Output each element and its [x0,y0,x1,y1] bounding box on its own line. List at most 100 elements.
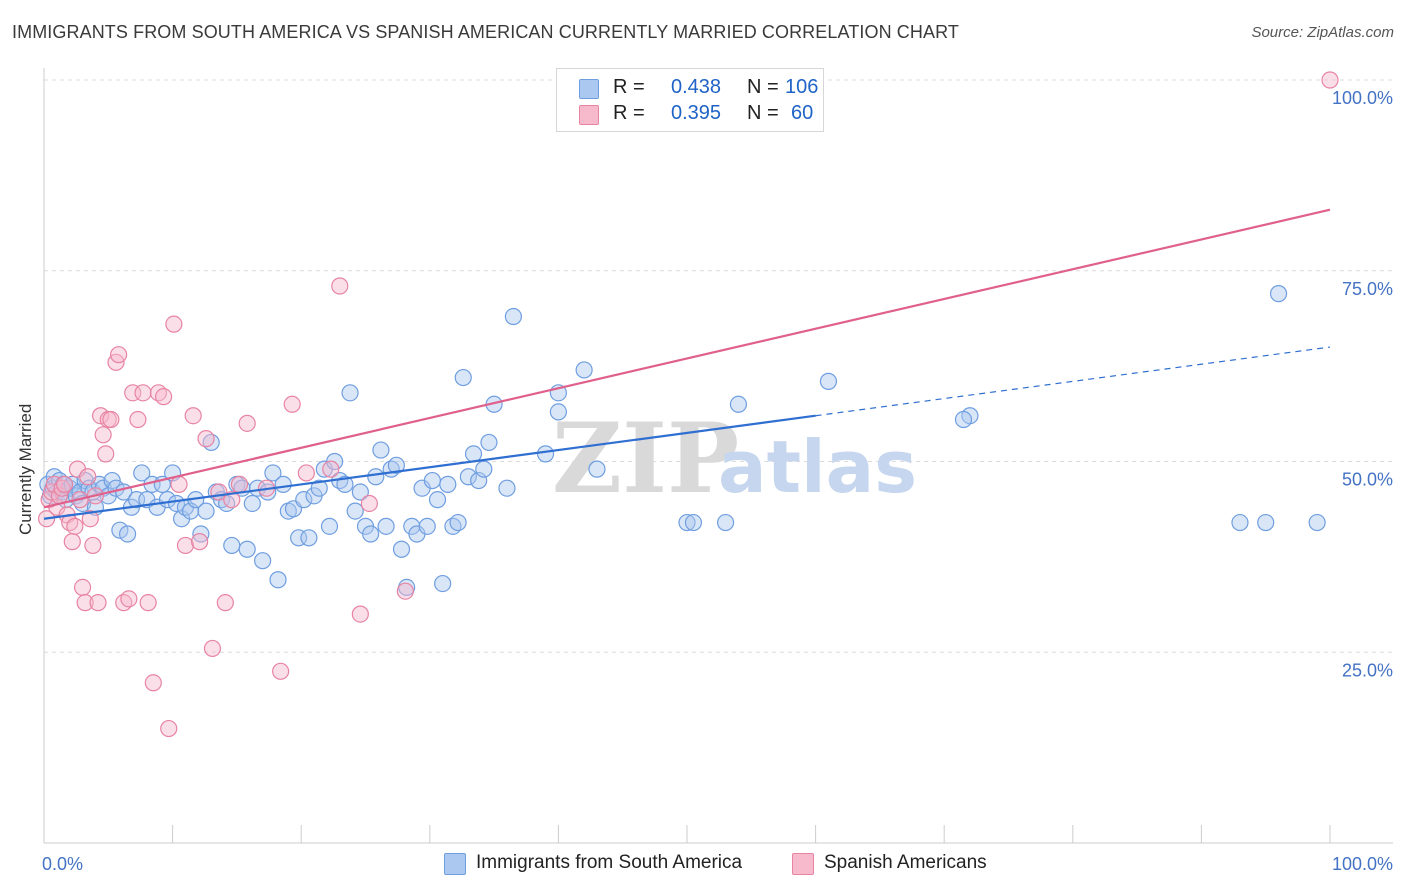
data-point [1257,513,1275,532]
data-point [223,491,241,509]
data-point [274,475,292,493]
data-point [66,517,84,535]
data-point [536,445,555,463]
data-point [300,529,318,547]
data-point [120,590,138,608]
data-point [367,468,385,486]
data-point [434,574,452,593]
data-point [203,639,222,658]
data-point [170,475,188,493]
data-point [109,346,128,364]
data-point [310,479,328,497]
legend-r-label: R = [613,102,645,124]
data-point [1269,285,1288,303]
data-point [264,464,282,482]
data-point [76,594,94,612]
x-tick-label: 100.0% [1332,854,1393,874]
legend-r-value: 0.438 [671,76,722,98]
y-tick-label: 25.0% [1342,660,1393,680]
data-point [954,410,973,429]
data-point [243,494,261,513]
data-point [439,475,457,493]
data-point [197,430,215,448]
legend-swatch-south-america [579,79,599,99]
legend-n-label: N = [747,76,779,98]
watermark-zip: ZIP [552,402,739,515]
data-point [223,536,241,555]
legend-r-value: 0.395 [671,102,722,124]
x-tick-label: 0.0% [42,854,83,874]
data-point [341,384,359,402]
data-point [684,513,703,532]
data-point [418,517,436,535]
data-point [1231,513,1249,532]
data-point [94,426,112,444]
data-point [89,594,107,612]
axes [43,68,1393,844]
data-point [79,468,97,486]
data-point [480,433,498,452]
data-point [238,414,256,432]
watermark: ZIP atlas [552,402,917,515]
watermark-atlas: atlas [718,425,917,509]
legend-swatch-spanish-americans [579,105,599,125]
data-point [254,552,272,570]
bottom-legend-swatch-spanish-americans [792,853,814,875]
data-point [449,513,467,532]
data-point [102,410,120,429]
data-point [297,464,315,482]
data-point [73,578,92,596]
data-point [160,719,178,738]
data-point [459,468,477,486]
data-point [111,521,129,539]
data-point [118,525,137,543]
data-point [423,471,441,490]
data-point [549,403,568,421]
trend-lines [43,208,1331,520]
data-point [498,479,516,497]
data-point [184,407,202,425]
data-point [269,571,287,589]
data-point [216,594,234,612]
source-label: Source: ZipAtlas.com [1251,24,1394,41]
data-point [588,460,606,478]
tick-labels: 25.0% 50.0% 75.0% 100.0% 0.0% 100.0% [42,88,1393,874]
y-tick-label: 75.0% [1342,279,1393,299]
data-point [97,445,115,463]
y-axis-label: Currently Married [16,403,35,535]
data-point [351,483,369,501]
data-point [133,464,151,482]
data-point [238,540,256,558]
data-point [322,460,340,478]
data-point [678,513,696,532]
data-point [134,384,152,402]
y-axis-label-wrap: Currently Married [16,404,40,695]
data-point [377,517,395,535]
data-point [336,475,354,493]
y-tick-label: 100.0% [1332,88,1393,108]
data-point [129,410,147,429]
legend-n-value: 106 [785,76,819,98]
bottom-legend-label-south-america: Immigrants from South America [476,852,743,873]
data-point [165,315,183,333]
legend-n-value: 60 [791,102,814,124]
bottom-legend-label-spanish-americans: Spanish Americans [824,852,987,873]
trend-line [43,208,1331,509]
data-point [392,540,411,558]
legend: R = 0.438 N = 106 R = 0.395 N = 60 [556,68,824,132]
data-point [1321,71,1339,89]
data-point [55,475,74,493]
data-point [360,494,378,513]
data-point [81,510,99,528]
data-point [1308,513,1326,532]
data-point [346,502,364,520]
y-tick-label: 50.0% [1342,470,1393,490]
trend-line [43,414,816,520]
legend-n-label: N = [747,102,779,124]
data-point [84,536,102,555]
data-point [729,395,748,413]
data-point [230,475,249,493]
data-point [295,491,313,509]
data-point [716,513,735,532]
